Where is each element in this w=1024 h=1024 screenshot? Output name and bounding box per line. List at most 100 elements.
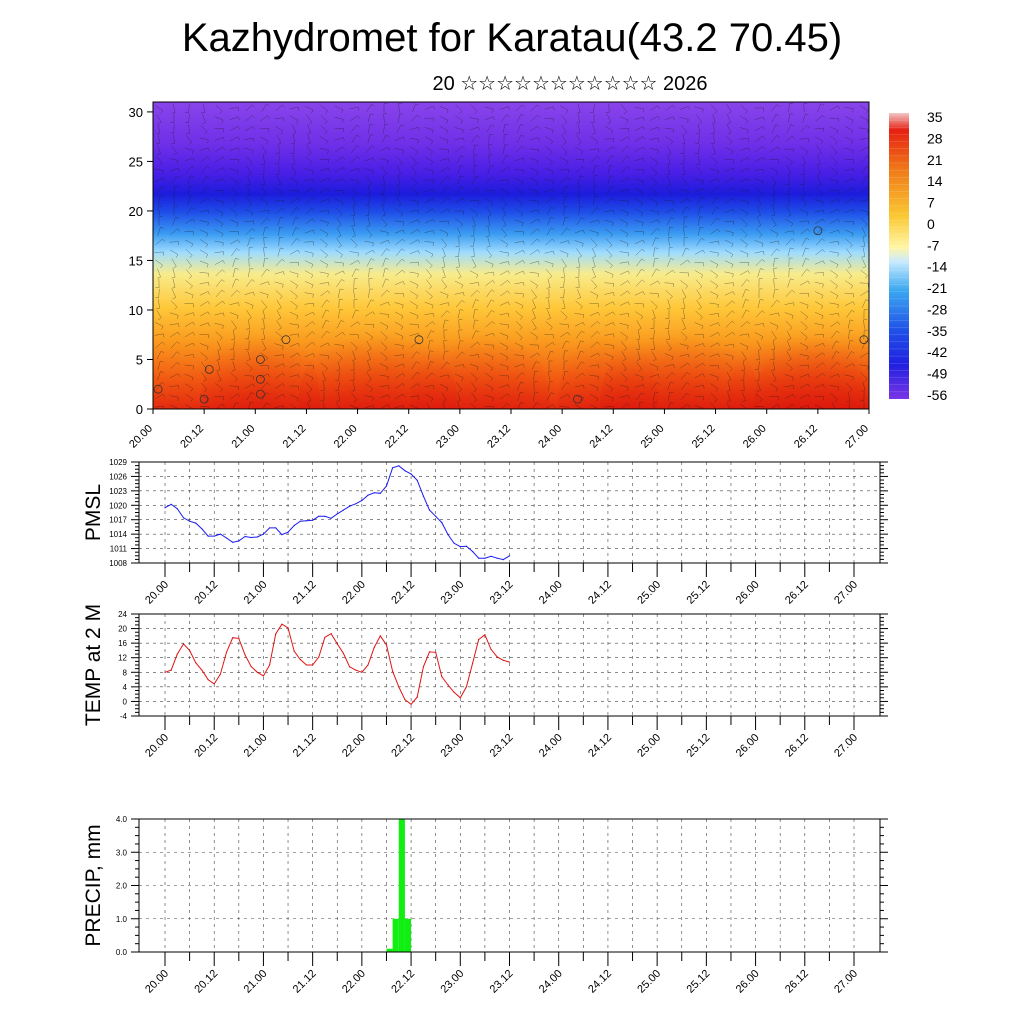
calm-circle <box>255 389 265 399</box>
x-tick-label: 21.12 <box>291 968 319 996</box>
temp-data-point <box>299 658 301 661</box>
temp-data-point <box>244 654 246 656</box>
colorbar-label: -42 <box>927 344 947 360</box>
chart-subtitle: 20 ☆☆☆☆☆☆☆☆☆☆☆ 2026 <box>432 73 708 95</box>
temp-data-point <box>287 627 289 629</box>
temp-data-point <box>496 656 498 658</box>
x-tick-label: 21.12 <box>281 423 309 451</box>
pmsl-data-point <box>484 557 486 559</box>
x-tick-label: 26.00 <box>734 579 762 607</box>
pmsl-data-point <box>361 499 363 502</box>
temp-panel: -4 0 4 8 12 16 20 24 20.00 20.12 21.00 21.12 22.00 22… <box>82 604 888 760</box>
calm-circle <box>204 364 214 374</box>
temp-data-point <box>213 683 215 685</box>
colorbar-label: 7 <box>927 195 935 211</box>
pmsl-data-point <box>176 508 178 510</box>
pmsl-data-point <box>281 534 283 536</box>
y-tick-label: 4.0 <box>116 815 128 824</box>
temp-data-point <box>312 664 314 666</box>
temp-data-point <box>250 665 252 668</box>
x-tick-label: 20.12 <box>178 423 206 451</box>
x-tick-label: 24.12 <box>586 579 614 607</box>
x-tick-label: 27.00 <box>843 423 871 451</box>
temp-data-point <box>305 664 308 666</box>
pmsl-data-point <box>275 527 277 529</box>
colorbar-label: -35 <box>927 323 947 339</box>
pmsl-data-point <box>496 557 498 559</box>
pmsl-data-point <box>355 503 357 505</box>
temp-data-point <box>342 652 344 654</box>
temp-data-point <box>201 669 203 671</box>
temp-data-point <box>207 679 209 681</box>
temp-data-point <box>361 671 363 673</box>
pmsl-data-point <box>453 542 455 544</box>
chart-title: Kazhydromet for Karatau(43.2 70.45) <box>181 16 843 60</box>
pmsl-data-point <box>508 555 511 557</box>
calm-circle <box>573 394 582 404</box>
temp-data-point <box>502 659 504 661</box>
cross-section-panel: 0 5 10 15 20 25 30 20.00 20.12 21.00 21.12 22.00 22.… <box>127 101 871 451</box>
warm-core <box>753 314 869 409</box>
pmsl-data-point <box>428 509 431 511</box>
calm-circle <box>199 394 209 404</box>
x-tick-label: 27.00 <box>832 732 860 760</box>
colorbar-label: 35 <box>927 109 943 125</box>
temp-data-point <box>170 669 172 671</box>
temp-data-point <box>182 643 185 645</box>
x-tick-label: 25.00 <box>635 732 663 760</box>
y-tick-label: -4 <box>120 712 128 721</box>
pmsl-data-point <box>324 515 326 517</box>
pmsl-data-point <box>410 473 412 475</box>
temp-data-point <box>355 669 357 671</box>
y-tick-label: 1014 <box>109 530 127 539</box>
x-tick-label: 24.12 <box>586 968 614 996</box>
temp-data-point <box>324 636 326 638</box>
field-layer <box>153 102 869 409</box>
temp-data-point <box>176 653 178 655</box>
calm-circle <box>255 355 265 364</box>
y-tick-label: 1.0 <box>116 915 128 924</box>
x-tick-label: 26.12 <box>783 579 811 607</box>
x-tick-label: 22.00 <box>332 423 360 451</box>
pmsl-data-point <box>447 534 449 536</box>
pmsl-data-point <box>312 519 314 521</box>
x-tick-label: 24.12 <box>586 732 614 760</box>
temp-data-point <box>410 703 412 705</box>
pmsl-data-point <box>392 467 394 469</box>
pmsl-data-point <box>262 533 264 535</box>
y-tick-label: 1026 <box>109 472 127 481</box>
temp-data-point <box>484 634 486 636</box>
calm-circle <box>255 374 265 384</box>
colorbar-scale <box>889 113 909 399</box>
x-tick-label: 25.00 <box>635 968 663 996</box>
calm-circle <box>813 226 823 236</box>
x-tick-label: 21.00 <box>229 423 257 451</box>
temp-data-point <box>232 637 234 639</box>
temp-data-point <box>416 696 418 698</box>
temp-data-point <box>281 623 283 625</box>
y-tick-label: 0.0 <box>116 948 128 957</box>
temp-data-point <box>225 651 228 653</box>
precip-panel: 0.0 1.0 2.0 3.0 4.0 20.00 20.12 21.00 21.12 22.00… <box>82 815 888 996</box>
x-tick-label: 21.00 <box>242 732 270 760</box>
y-tick-label: 1023 <box>109 487 127 496</box>
pmsl-data-point <box>336 513 338 515</box>
temp-data-point <box>435 651 437 653</box>
temp-data-point <box>195 662 197 664</box>
x-tick-label: 21.12 <box>291 732 319 760</box>
y-tick-label: 0 <box>123 697 128 706</box>
x-tick-label: 20.00 <box>127 423 155 451</box>
x-tick-label: 20.00 <box>143 968 171 996</box>
pmsl-data-point <box>472 550 474 553</box>
pmsl-data-point <box>189 520 191 522</box>
temp-data-point <box>422 666 424 668</box>
temp-data-point <box>490 648 492 650</box>
pmsl-axis-title: PMSL <box>82 484 105 541</box>
x-tick-label: 25.12 <box>685 968 713 996</box>
pmsl-data-point <box>238 540 240 542</box>
x-tick-label: 23.12 <box>488 732 516 760</box>
x-tick-label: 24.00 <box>536 423 564 451</box>
x-tick-label: 23.12 <box>488 579 516 607</box>
precip-bar <box>386 948 393 952</box>
